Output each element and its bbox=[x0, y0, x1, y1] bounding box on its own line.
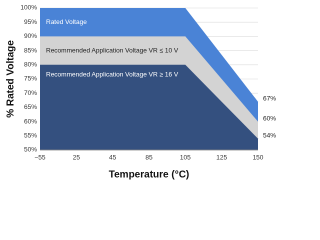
chart: Temperature (°C) % Rated Voltage 50% 55% 6… bbox=[6, 5, 277, 181]
y-tick-label: 95% bbox=[24, 19, 37, 26]
x-tick-label: −55 bbox=[34, 155, 45, 162]
x-tick-label: 85 bbox=[145, 155, 153, 162]
y-axis-title: % Rated Voltage bbox=[6, 40, 17, 118]
value-label: 60% bbox=[263, 115, 276, 122]
y-tick-label: 85% bbox=[24, 47, 37, 54]
y-tick-label: 50% bbox=[24, 147, 37, 154]
x-tick-label: 150 bbox=[253, 155, 264, 162]
y-tick-label: 80% bbox=[24, 62, 37, 69]
y-tick-label: 100% bbox=[20, 5, 37, 12]
y-tick-label: 75% bbox=[24, 76, 37, 83]
y-tick-label: 60% bbox=[24, 118, 37, 125]
y-tick-label: 65% bbox=[24, 104, 37, 111]
area bbox=[40, 64, 258, 150]
value-label: 67% bbox=[263, 95, 276, 102]
x-axis-title: Temperature (°C) bbox=[109, 170, 190, 181]
value-label: 54% bbox=[263, 132, 276, 139]
y-tick-label: 90% bbox=[24, 33, 37, 40]
x-tick-label: 125 bbox=[216, 155, 227, 162]
x-tick-label: 45 bbox=[109, 155, 117, 162]
series-label: Recommended Application Voltage VR ≤ 10 … bbox=[46, 47, 179, 54]
series-label: Rated Voltage bbox=[46, 19, 87, 26]
x-tick-label: 105 bbox=[180, 155, 191, 162]
y-tick-label: 55% bbox=[24, 133, 37, 140]
x-tick-label: 25 bbox=[73, 155, 81, 162]
y-tick-label: 70% bbox=[24, 90, 37, 97]
series-label: Recommended Application Voltage VR ≥ 16 … bbox=[46, 72, 179, 79]
